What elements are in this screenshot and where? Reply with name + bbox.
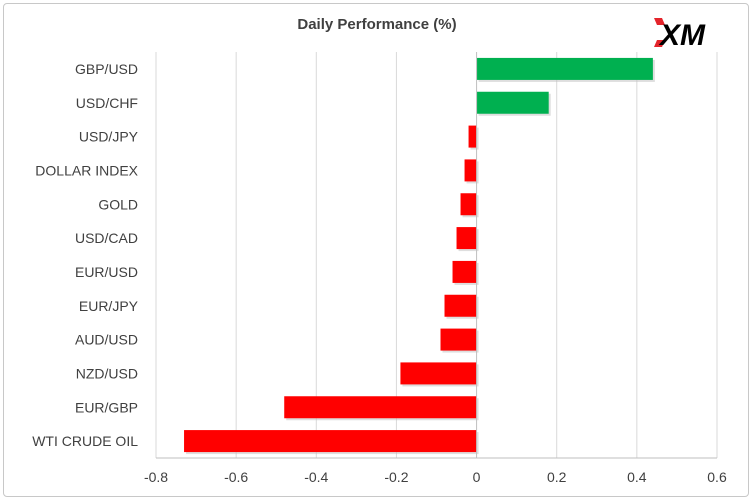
x-tick-label: 0 <box>473 469 481 485</box>
category-label: USD/CAD <box>75 230 138 246</box>
bar-aud-usd <box>440 328 477 351</box>
x-tick-label: -0.8 <box>144 469 168 485</box>
x-tick-label: -0.2 <box>384 469 408 485</box>
category-label: GBP/USD <box>75 61 138 77</box>
bar-eur-usd <box>452 260 477 283</box>
category-label: DOLLAR INDEX <box>35 162 138 178</box>
category-label: EUR/USD <box>75 264 138 280</box>
bar-wti-crude-oil <box>184 430 477 453</box>
category-label: WTI CRUDE OIL <box>32 433 138 449</box>
logo-text: XM <box>658 19 706 50</box>
xm-logo: XM <box>654 18 706 50</box>
bar-gbp-usd <box>476 57 653 80</box>
bar-usd-jpy <box>468 125 477 148</box>
x-tick-label: 0.6 <box>707 469 727 485</box>
bar-nzd-usd <box>400 362 477 385</box>
x-tick-label: -0.4 <box>304 469 328 485</box>
bar-eur-gbp <box>284 396 477 419</box>
category-label: USD/CHF <box>76 95 138 111</box>
category-label: USD/JPY <box>79 129 139 145</box>
bar-eur-jpy <box>444 294 477 317</box>
bar-usd-chf <box>476 91 549 114</box>
chart-title: Daily Performance (%) <box>297 16 457 33</box>
bar-usd-cad <box>456 227 477 250</box>
bar-gold <box>460 193 477 216</box>
x-tick-label: 0.2 <box>547 469 567 485</box>
bar-dollar-index <box>464 159 477 182</box>
category-label: AUD/USD <box>75 332 138 348</box>
category-label: EUR/JPY <box>79 298 139 314</box>
x-tick-label: -0.6 <box>224 469 248 485</box>
x-tick-label: 0.4 <box>627 469 647 485</box>
category-label: EUR/GBP <box>75 399 138 415</box>
category-label: GOLD <box>98 196 138 212</box>
category-label: NZD/USD <box>76 365 138 381</box>
